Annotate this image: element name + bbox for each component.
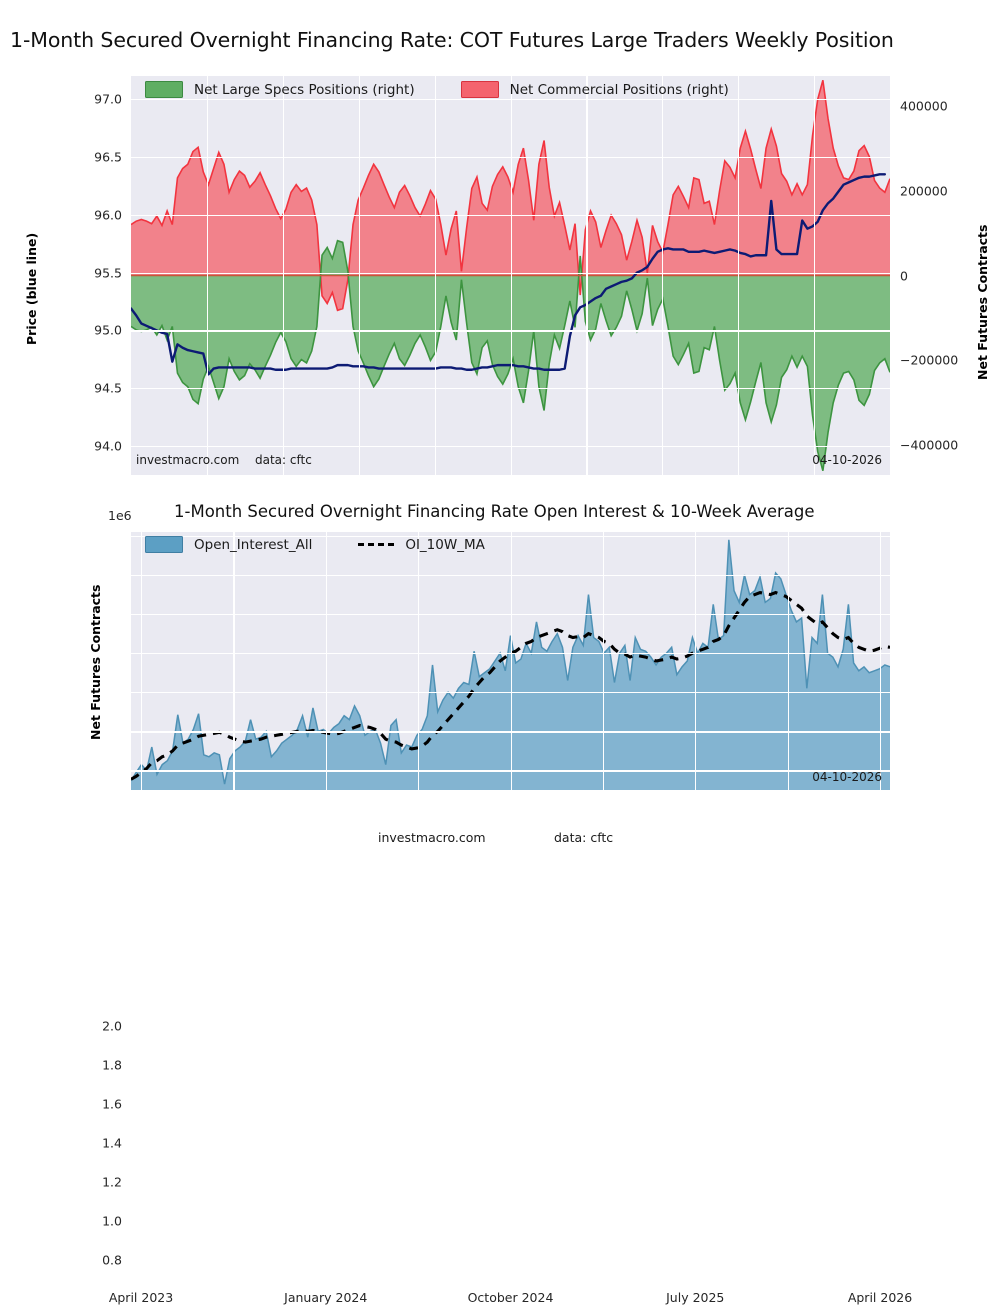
x-tick-label: October 2024 [467, 1290, 554, 1305]
gridline [418, 532, 420, 790]
gridline [662, 76, 664, 475]
gridline [358, 76, 360, 475]
y-tick-label: 97.0 [94, 91, 122, 107]
y-axis-offset-text: 1e6 [108, 508, 132, 523]
y-tick-label: 95.5 [94, 265, 122, 281]
gridline [738, 76, 740, 475]
open-interest-title: 1-Month Secured Overnight Financing Rate… [174, 502, 815, 521]
gridline [282, 76, 284, 475]
legend-label-moving-average: OI_10W_MA [405, 536, 485, 553]
legend-swatch-blue [145, 536, 183, 553]
open-interest-panel: 1-Month Secured Overnight Financing Rate… [0, 490, 1000, 1305]
legend-dash-line [358, 543, 395, 546]
top-y-axis-left-label: Price (blue line) [24, 232, 39, 345]
top-plot-area: Net Large Specs Positions (right) Net Co… [131, 76, 890, 475]
gridline [434, 76, 436, 475]
y-tick-label: 1.0 [102, 1213, 122, 1229]
y-tick-label: 200000 [900, 183, 948, 199]
legend-label-large-specs: Net Large Specs Positions (right) [194, 81, 415, 98]
gridline [814, 76, 816, 475]
gridline [141, 532, 143, 790]
y-tick-label: 1.4 [102, 1135, 122, 1151]
legend-swatch-green [145, 81, 183, 98]
y-tick-label: 95.0 [94, 322, 122, 338]
gridline [510, 532, 512, 790]
cot-positions-panel: 94.0 94.5 95.0 95.5 96.0 96.5 97.0 −400000 −200… [0, 0, 1000, 490]
y-tick-label: 0 [900, 268, 908, 283]
gridline [206, 76, 209, 475]
gridline [787, 532, 789, 790]
gridline [586, 76, 588, 475]
gridline [695, 532, 697, 790]
top-source-data: data: cftc [255, 453, 312, 467]
gridline [880, 532, 882, 790]
y-tick-label: 94.5 [94, 380, 122, 396]
footer-data: data: cftc [554, 830, 614, 845]
top-source-site: investmacro.com [136, 453, 240, 467]
gridline [325, 532, 327, 790]
top-legend: Net Large Specs Positions (right) Net Co… [145, 81, 775, 98]
legend-label-commercial: Net Commercial Positions (right) [509, 81, 729, 98]
gridline [510, 76, 512, 475]
y-tick-label: 1.6 [102, 1096, 122, 1112]
y-tick-label: −400000 [900, 437, 959, 453]
page-title: 1-Month Secured Overnight Financing Rate… [10, 28, 894, 52]
y-tick-label: 1.8 [102, 1057, 122, 1073]
y-tick-label: 96.0 [94, 207, 122, 223]
legend-item-moving-average[interactable]: OI_10W_MA [358, 537, 485, 553]
y-tick-label: 0.8 [102, 1252, 122, 1268]
y-tick-label: 400000 [900, 98, 948, 114]
bottom-y-axis-label: Net Futures Contracts [88, 584, 103, 740]
x-tick-label: April 2023 [108, 1290, 174, 1305]
y-tick-label: 94.0 [94, 438, 122, 454]
bottom-legend: Open_Interest_All OI_10W_MA [145, 536, 531, 553]
legend-label-open-interest: Open_Interest_All [194, 536, 313, 553]
legend-item-large-specs[interactable]: Net Large Specs Positions (right) [145, 81, 415, 98]
y-tick-label: −200000 [900, 352, 959, 368]
x-tick-label: January 2024 [284, 1290, 368, 1305]
footer-site: investmacro.com [378, 830, 486, 845]
legend-swatch-red [460, 81, 499, 98]
top-y-axis-right-label: Net Futures Contracts [975, 224, 990, 380]
gridline [233, 532, 235, 790]
y-tick-label: 1.2 [102, 1174, 122, 1190]
x-tick-label: July 2025 [666, 1290, 725, 1305]
x-tick-label: April 2026 [847, 1290, 913, 1305]
gridline [602, 532, 605, 790]
top-date-stamp: 04-10-2026 [812, 453, 882, 467]
y-tick-label: 2.0 [102, 1018, 122, 1034]
bottom-plot-area: Open_Interest_All OI_10W_MA 04-10-2026 [131, 532, 890, 790]
y-tick-label: 96.5 [94, 149, 122, 165]
legend-item-commercial[interactable]: Net Commercial Positions (right) [460, 81, 729, 98]
bottom-date-stamp: 04-10-2026 [812, 770, 882, 784]
legend-item-open-interest[interactable]: Open_Interest_All [145, 536, 312, 553]
